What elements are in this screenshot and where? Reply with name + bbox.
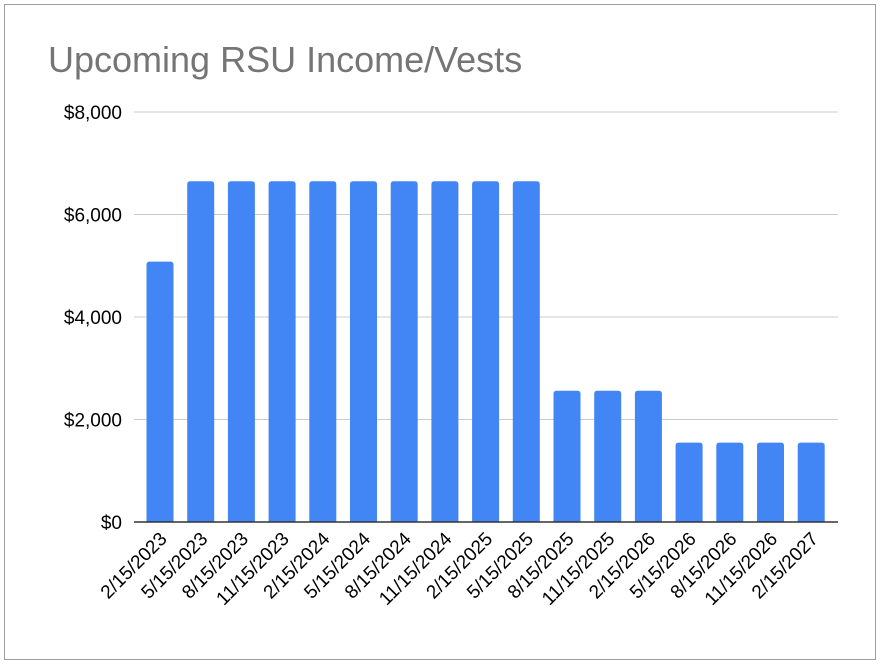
bar: [390, 181, 418, 522]
bar: [268, 181, 296, 522]
bar: [716, 442, 744, 522]
bar: [594, 390, 622, 522]
y-tick-label: $6,000: [64, 206, 122, 227]
y-tick-label: $4,000: [64, 308, 122, 329]
bar: [472, 181, 500, 522]
y-axis-tick-labels: $0 $2,000 $4,000 $6,000 $8,000: [64, 103, 122, 534]
bars: [146, 181, 825, 522]
bar: [757, 442, 784, 522]
bar: [797, 442, 825, 522]
bar: [309, 181, 337, 522]
y-tick-label: $0: [101, 513, 122, 534]
bar: [431, 181, 459, 522]
bar: [227, 181, 255, 522]
bar: [512, 181, 540, 522]
chart-title: Upcoming RSU Income/Vests: [48, 39, 522, 80]
x-axis-tick-labels: 2/15/20235/15/20238/15/202311/15/20232/1…: [97, 528, 823, 609]
bar: [675, 442, 703, 522]
bar: [146, 261, 174, 522]
bar: [350, 181, 377, 522]
bar: [553, 390, 581, 522]
y-tick-label: $8,000: [64, 103, 122, 124]
y-tick-label: $2,000: [64, 411, 122, 432]
bar: [634, 390, 662, 522]
bar: [187, 181, 215, 522]
